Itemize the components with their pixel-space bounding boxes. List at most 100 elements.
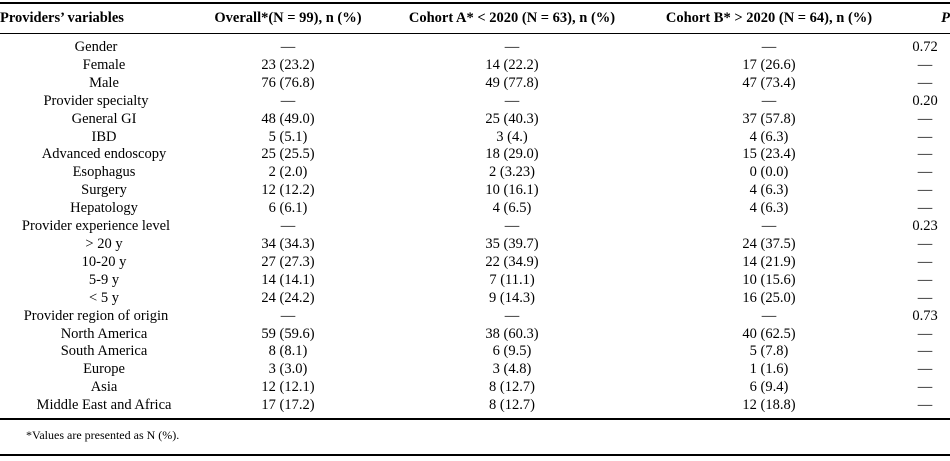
cell-cohort-b: —	[761, 307, 777, 324]
row-label: Surgery	[81, 182, 127, 199]
cell-overall: —	[280, 92, 296, 109]
cell-cohort-a: 9 (14.3)	[489, 289, 535, 306]
cell-cohort-a: 18 (29.0)	[485, 146, 539, 163]
table-row-category: Provider region of origin — — — 0.73	[0, 308, 950, 326]
top-rule	[0, 2, 950, 4]
table-row: 10-20 y 27 (27.3) 22 (34.9) 14 (21.9) —	[0, 254, 950, 272]
cell-overall: 27 (27.3)	[261, 253, 315, 270]
cell-p-value: —	[917, 271, 933, 288]
row-label: Hepatology	[70, 200, 138, 217]
table-row: Esophagus 2 (2.0) 2 (3.23) 0 (0.0) —	[0, 164, 950, 182]
cell-p-value: —	[917, 343, 933, 360]
cell-cohort-a: —	[504, 218, 520, 235]
row-label: Europe	[83, 361, 125, 378]
cell-cohort-b: 24 (37.5)	[742, 235, 796, 252]
cell-overall: 14 (14.1)	[261, 271, 315, 288]
cell-cohort-a: 3 (4.)	[496, 128, 528, 145]
cell-cohort-b: 17 (26.6)	[742, 56, 796, 73]
row-label: Provider experience level	[21, 218, 171, 235]
cell-cohort-b: —	[761, 92, 777, 109]
cell-overall: 59 (59.6)	[261, 325, 315, 342]
table-row-category: Provider specialty — — — 0.20	[0, 93, 950, 111]
row-label: Gender	[74, 39, 118, 55]
row-label: Provider region of origin	[23, 307, 169, 324]
cell-p-value: —	[917, 74, 933, 91]
providers-table: Providers’ variables Overall*(N = 99), n…	[0, 4, 950, 415]
table-row: Asia 12 (12.1) 8 (12.7) 6 (9.4) —	[0, 379, 950, 397]
cell-cohort-a: 7 (11.1)	[489, 271, 535, 288]
cell-cohort-a: 49 (77.8)	[485, 74, 539, 91]
cell-p-value: —	[917, 235, 933, 252]
cell-p-value: —	[917, 379, 933, 396]
table-row-category: Provider experience level — — — 0.23	[0, 218, 950, 236]
cell-cohort-a: —	[504, 39, 520, 55]
cell-p-value: —	[917, 325, 933, 342]
table-row: Male 76 (76.8) 49 (77.8) 47 (73.4) —	[0, 75, 950, 93]
cell-overall: 12 (12.2)	[261, 182, 315, 199]
header-cohort-b: Cohort B* > 2020 (N = 64), n (%)	[665, 10, 873, 26]
cell-p-value: 0.72	[912, 39, 938, 55]
cell-cohort-b: 15 (23.4)	[742, 146, 796, 163]
row-label: 10-20 y	[81, 253, 127, 270]
cell-cohort-b: 4 (6.3)	[749, 200, 789, 217]
table-row: Middle East and Africa 17 (17.2) 8 (12.7) 1…	[0, 397, 950, 415]
cell-overall: 2 (2.0)	[268, 164, 308, 181]
row-label: Male	[89, 74, 119, 91]
cell-cohort-a: 6 (9.5)	[492, 343, 532, 360]
cell-cohort-a: 38 (60.3)	[485, 325, 539, 342]
cell-overall: —	[280, 307, 296, 324]
cell-p-value: —	[917, 182, 933, 199]
footnote: *Values are presented as N (%).	[26, 428, 180, 442]
cell-p-value: —	[917, 56, 933, 73]
row-label: South America	[60, 343, 148, 360]
cell-cohort-b: 4 (6.3)	[749, 182, 789, 199]
cell-overall: 23 (23.2)	[261, 56, 315, 73]
cell-cohort-b: 12 (18.8)	[742, 397, 796, 414]
cell-cohort-a: 14 (22.2)	[485, 56, 539, 73]
row-label: IBD	[91, 128, 117, 145]
cell-cohort-a: 4 (6.5)	[492, 200, 532, 217]
cell-cohort-b: 4 (6.3)	[749, 128, 789, 145]
row-label: Provider specialty	[43, 92, 149, 109]
cell-cohort-b: 40 (62.5)	[742, 325, 796, 342]
cell-cohort-b: 16 (25.0)	[742, 289, 796, 306]
row-label: 5-9 y	[88, 271, 120, 288]
row-label: Female	[82, 56, 126, 73]
table-row: Hepatology 6 (6.1) 4 (6.5) 4 (6.3) —	[0, 200, 950, 218]
header-row: Providers’ variables Overall*(N = 99), n…	[0, 4, 950, 33]
cell-cohort-b: —	[761, 39, 777, 55]
cell-cohort-b: 10 (15.6)	[742, 271, 796, 288]
header-cohort-a: Cohort A* < 2020 (N = 63), n (%)	[408, 10, 616, 26]
cell-overall: 24 (24.2)	[261, 289, 315, 306]
cell-cohort-b: 14 (21.9)	[742, 253, 796, 270]
cell-p-value: —	[917, 164, 933, 181]
row-label: > 20 y	[85, 235, 123, 252]
cell-overall: 8 (8.1)	[268, 343, 308, 360]
table-row: < 5 y 24 (24.2) 9 (14.3) 16 (25.0) —	[0, 290, 950, 308]
cell-overall: 34 (34.3)	[261, 235, 315, 252]
table-row: Advanced endoscopy 25 (25.5) 18 (29.0) 15 (…	[0, 146, 950, 164]
end-rule	[0, 454, 950, 456]
table-row: North America 59 (59.6) 38 (60.3) 40 (62.5)…	[0, 326, 950, 344]
row-label: Advanced endoscopy	[41, 146, 167, 163]
table-body: Gender — — —0.72 Female 23 (23.2) 14 (22.2) 17 …	[0, 33, 950, 415]
cell-overall: —	[280, 218, 296, 235]
cell-p-value: —	[917, 110, 933, 127]
cell-cohort-a: —	[504, 307, 520, 324]
cell-overall: 25 (25.5)	[261, 146, 315, 163]
cell-cohort-a: 10 (16.1)	[485, 182, 539, 199]
table-row: IBD 5 (5.1) 3 (4.) 4 (6.3) —	[0, 129, 950, 147]
header-rule	[0, 33, 950, 34]
cell-p-value: —	[917, 289, 933, 306]
cell-overall: 6 (6.1)	[268, 200, 308, 217]
cell-overall: 76 (76.8)	[261, 74, 315, 91]
table-row: South America 8 (8.1) 6 (9.5) 5 (7.8) —	[0, 343, 950, 361]
header-p-value: P	[941, 10, 950, 26]
cell-cohort-a: 3 (4.8)	[492, 361, 532, 378]
cell-cohort-a: 25 (40.3)	[485, 110, 539, 127]
table-row: 5-9 y 14 (14.1) 7 (11.1) 10 (15.6) —	[0, 272, 950, 290]
bottom-rule	[0, 418, 950, 420]
table-row: Female 23 (23.2) 14 (22.2) 17 (26.6) —	[0, 57, 950, 75]
row-label: Asia	[90, 379, 118, 396]
